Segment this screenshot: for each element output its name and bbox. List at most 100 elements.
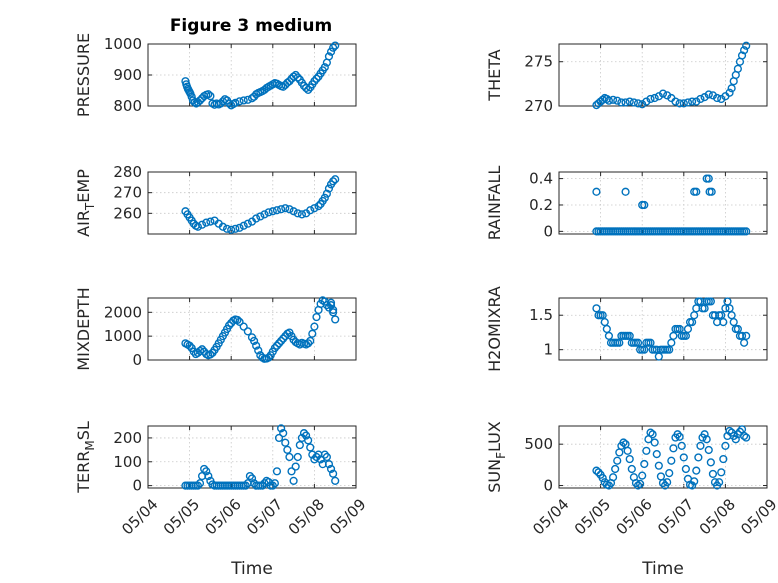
data-point bbox=[707, 187, 716, 196]
y-tick-label: 0 bbox=[132, 477, 142, 495]
data-point bbox=[679, 99, 688, 108]
axes-outline bbox=[147, 425, 357, 489]
data-point bbox=[725, 88, 734, 97]
data-point bbox=[329, 177, 338, 186]
data-point bbox=[671, 97, 680, 106]
data-point bbox=[295, 440, 304, 450]
data-point bbox=[688, 97, 697, 106]
data-point bbox=[683, 98, 693, 107]
data-point bbox=[650, 438, 659, 447]
data-point bbox=[272, 341, 282, 350]
data-point bbox=[322, 452, 331, 462]
data-point bbox=[692, 187, 701, 196]
subplot-air_temp: 260 270 280 AIRTEMP bbox=[74, 163, 357, 237]
data-point bbox=[654, 461, 663, 470]
data-point bbox=[621, 98, 630, 107]
data-point bbox=[264, 208, 273, 217]
data-point bbox=[274, 339, 284, 348]
data-point bbox=[331, 315, 340, 324]
data-point bbox=[285, 77, 294, 86]
data-point bbox=[310, 322, 319, 331]
data-point bbox=[737, 51, 747, 60]
data-point bbox=[235, 223, 244, 232]
data-point bbox=[625, 454, 634, 464]
data-point bbox=[702, 435, 711, 444]
data-point bbox=[329, 308, 338, 317]
data-point bbox=[287, 467, 296, 476]
y-axis-label: RAINFALL bbox=[485, 166, 504, 241]
subplot-terr_msl: 0 100 200 TERRMSL 05/0405/0505/0605/0705/080… bbox=[74, 421, 370, 579]
data-point bbox=[633, 99, 643, 108]
y-axis-label: MIXDEPTH bbox=[74, 287, 93, 370]
data-point bbox=[704, 174, 713, 183]
data-point bbox=[727, 84, 736, 93]
data-point bbox=[742, 41, 751, 50]
x-tick-label: 05/07 bbox=[654, 495, 697, 538]
x-tick-label: 05/05 bbox=[160, 495, 203, 538]
x-tick-label: 05/09 bbox=[326, 495, 369, 538]
data-point bbox=[304, 436, 313, 445]
data-point bbox=[239, 322, 248, 331]
data-point bbox=[704, 90, 713, 99]
y-axis-label: AIRTEMP bbox=[74, 169, 97, 237]
data-point bbox=[274, 433, 284, 443]
data-point bbox=[322, 189, 331, 198]
data-point bbox=[623, 446, 632, 455]
data-point bbox=[690, 477, 699, 486]
data-point bbox=[696, 441, 705, 450]
data-point bbox=[619, 438, 628, 447]
data-point bbox=[640, 459, 649, 469]
data-point bbox=[239, 221, 248, 230]
data-point bbox=[243, 219, 252, 228]
data-point bbox=[308, 329, 317, 338]
axes-box bbox=[147, 171, 357, 235]
data-point bbox=[629, 98, 638, 107]
y-tick-label: 270 bbox=[524, 97, 553, 115]
data-point bbox=[243, 327, 252, 336]
data-point bbox=[742, 227, 751, 236]
y-tick-label: 900 bbox=[113, 66, 142, 84]
data-point bbox=[324, 460, 334, 469]
data-point bbox=[304, 339, 313, 348]
data-point bbox=[331, 41, 340, 50]
subplot-theta: 270 275 THETA bbox=[485, 41, 768, 115]
data-point bbox=[598, 473, 607, 483]
data-point bbox=[193, 481, 203, 490]
y-tick-label: 270 bbox=[113, 184, 142, 202]
x-axis-label: Time bbox=[230, 559, 273, 579]
data-point bbox=[268, 207, 277, 216]
data-point bbox=[247, 474, 257, 483]
data-point bbox=[277, 424, 286, 433]
data-point bbox=[329, 305, 338, 315]
data-point bbox=[706, 297, 715, 306]
data-point bbox=[604, 96, 614, 105]
data-point bbox=[283, 78, 292, 87]
data-point bbox=[256, 212, 265, 221]
data-point bbox=[277, 336, 286, 346]
data-point bbox=[197, 345, 207, 354]
data-point bbox=[322, 301, 331, 310]
data-point bbox=[277, 205, 286, 214]
data-point bbox=[206, 217, 215, 226]
data-point bbox=[665, 469, 674, 478]
data-point bbox=[652, 450, 661, 459]
data-point bbox=[692, 466, 701, 475]
data-point bbox=[312, 312, 321, 322]
axes-outline bbox=[558, 297, 768, 361]
data-point bbox=[291, 70, 300, 80]
data-point bbox=[631, 478, 641, 488]
data-point bbox=[627, 464, 636, 474]
data-point bbox=[289, 476, 298, 485]
data-point bbox=[233, 315, 242, 325]
data-point bbox=[283, 445, 292, 454]
data-point bbox=[633, 481, 643, 490]
axes-box bbox=[558, 171, 768, 235]
series-markers bbox=[592, 174, 751, 236]
y-tick-label: 0.2 bbox=[529, 196, 553, 214]
y-tick-label: 1000 bbox=[104, 327, 142, 345]
data-point bbox=[329, 469, 338, 478]
x-tick-label: 05/08 bbox=[696, 495, 739, 538]
data-point bbox=[247, 94, 257, 103]
data-point bbox=[301, 431, 311, 440]
y-tick-label: 1.5 bbox=[529, 306, 553, 324]
